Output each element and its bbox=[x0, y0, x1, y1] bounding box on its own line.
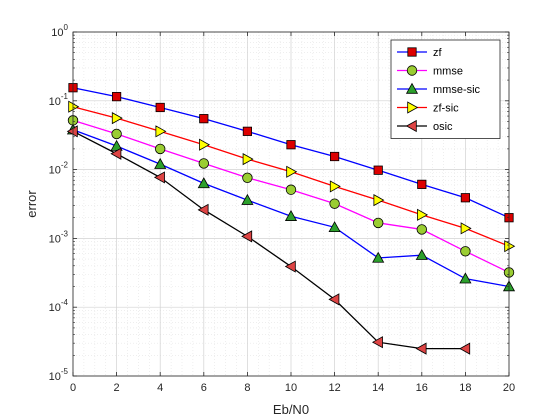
data-point-osic bbox=[328, 293, 340, 306]
axes: 0 2 4 6 8 10 12 14 16 18 20 100 10-1 10-2 10-3 10-4 10-5 bbox=[49, 23, 516, 394]
data-point-zf-sic bbox=[286, 165, 298, 178]
legend-item-zf-sic: zf-sic bbox=[397, 101, 459, 115]
x-tick-label: 4 bbox=[157, 382, 163, 394]
series-mmse bbox=[67, 115, 515, 278]
data-point-mmse-sic bbox=[459, 272, 472, 284]
data-point-mmse bbox=[198, 158, 210, 169]
data-point-osic bbox=[415, 342, 427, 355]
data-point-zf-sic bbox=[417, 208, 429, 221]
legend-marker bbox=[407, 47, 417, 57]
data-point-mmse bbox=[460, 246, 471, 257]
x-tick-label: 8 bbox=[244, 382, 250, 394]
data-point-osic bbox=[197, 203, 209, 216]
data-point-mmse-sic bbox=[154, 157, 167, 169]
legend-item-mmse: mmse bbox=[397, 65, 463, 78]
y-tick-label: 10-3 bbox=[49, 229, 69, 245]
data-point-zf-sic bbox=[199, 138, 211, 151]
y-tick-label: 100 bbox=[51, 23, 68, 39]
data-point-mmse bbox=[154, 143, 166, 155]
data-point-mmse-sic bbox=[197, 177, 210, 189]
data-point-mmse bbox=[373, 217, 384, 229]
data-point-mmse-sic bbox=[415, 248, 428, 260]
data-point-zf bbox=[242, 126, 252, 136]
legend-marker bbox=[405, 82, 419, 94]
legend-marker bbox=[405, 119, 417, 133]
data-point-zf bbox=[329, 151, 340, 162]
data-point-mmse bbox=[329, 198, 340, 209]
x-tick-label: 2 bbox=[114, 382, 120, 394]
data-point-mmse-sic bbox=[284, 210, 298, 221]
data-point-zf-sic bbox=[242, 153, 254, 166]
y-tick-label: 10-2 bbox=[49, 161, 69, 177]
data-point-zf bbox=[155, 102, 165, 113]
x-tick-label: 14 bbox=[372, 382, 384, 394]
data-point-zf-sic bbox=[155, 125, 167, 138]
data-point-zf bbox=[112, 92, 122, 102]
legend-item-osic: osic bbox=[397, 119, 453, 133]
data-point-mmse-sic bbox=[241, 193, 254, 205]
legend-label: mmse bbox=[433, 66, 463, 78]
y-tick-label: 10-1 bbox=[49, 92, 69, 108]
legend-marker bbox=[406, 65, 418, 76]
series-layer bbox=[66, 83, 516, 355]
series-mmse-sic bbox=[66, 123, 516, 292]
legend-marker bbox=[407, 101, 419, 114]
data-point-osic bbox=[241, 230, 253, 243]
y-tick-label: 10-5 bbox=[49, 367, 69, 383]
data-point-zf-sic bbox=[329, 180, 341, 193]
data-point-zf bbox=[199, 114, 209, 124]
data-point-osic bbox=[284, 260, 296, 273]
data-point-osic bbox=[110, 147, 122, 160]
data-point-zf bbox=[417, 179, 427, 189]
data-point-mmse bbox=[111, 128, 122, 140]
legend-label: zf-sic bbox=[433, 103, 459, 115]
data-point-zf bbox=[460, 193, 471, 203]
series-zf-sic bbox=[68, 100, 516, 253]
x-tick-label: 10 bbox=[285, 382, 297, 394]
x-tick-label: 18 bbox=[459, 382, 471, 394]
data-point-mmse-sic bbox=[328, 221, 341, 233]
legend-label: mmse-sic bbox=[433, 84, 481, 96]
x-tick-label: 16 bbox=[416, 382, 428, 394]
data-point-mmse bbox=[285, 184, 297, 195]
x-tick-label: 12 bbox=[328, 382, 340, 394]
x-tick-label: 20 bbox=[503, 382, 515, 394]
x-tick-label: 6 bbox=[201, 382, 207, 394]
data-point-osic bbox=[153, 171, 165, 184]
legend-item-zf: zf bbox=[397, 47, 443, 59]
legend: zf mmse mmse-sic zf-sic osic bbox=[390, 39, 501, 139]
data-point-zf bbox=[373, 165, 383, 175]
legend-label: zf bbox=[433, 47, 443, 59]
y-tick-label: 10-4 bbox=[49, 298, 69, 314]
data-point-mmse-sic bbox=[372, 251, 385, 263]
y-axis-label: error bbox=[24, 190, 39, 218]
data-point-osic bbox=[66, 125, 78, 138]
x-tick-label: 0 bbox=[70, 382, 76, 394]
series-line-osic bbox=[72, 130, 466, 350]
series-osic bbox=[66, 125, 471, 355]
data-point-zf-sic bbox=[111, 112, 123, 125]
data-point-osic bbox=[371, 336, 383, 349]
data-point-mmse bbox=[242, 172, 253, 184]
legend-item-mmse-sic: mmse-sic bbox=[397, 82, 481, 96]
data-point-zf bbox=[286, 140, 296, 150]
data-point-osic bbox=[459, 342, 471, 355]
x-axis-label: Eb/N0 bbox=[273, 402, 309, 417]
data-point-mmse bbox=[416, 224, 428, 235]
data-point-zf-sic bbox=[460, 222, 472, 235]
data-point-zf-sic bbox=[373, 194, 385, 207]
legend-label: osic bbox=[433, 121, 453, 133]
